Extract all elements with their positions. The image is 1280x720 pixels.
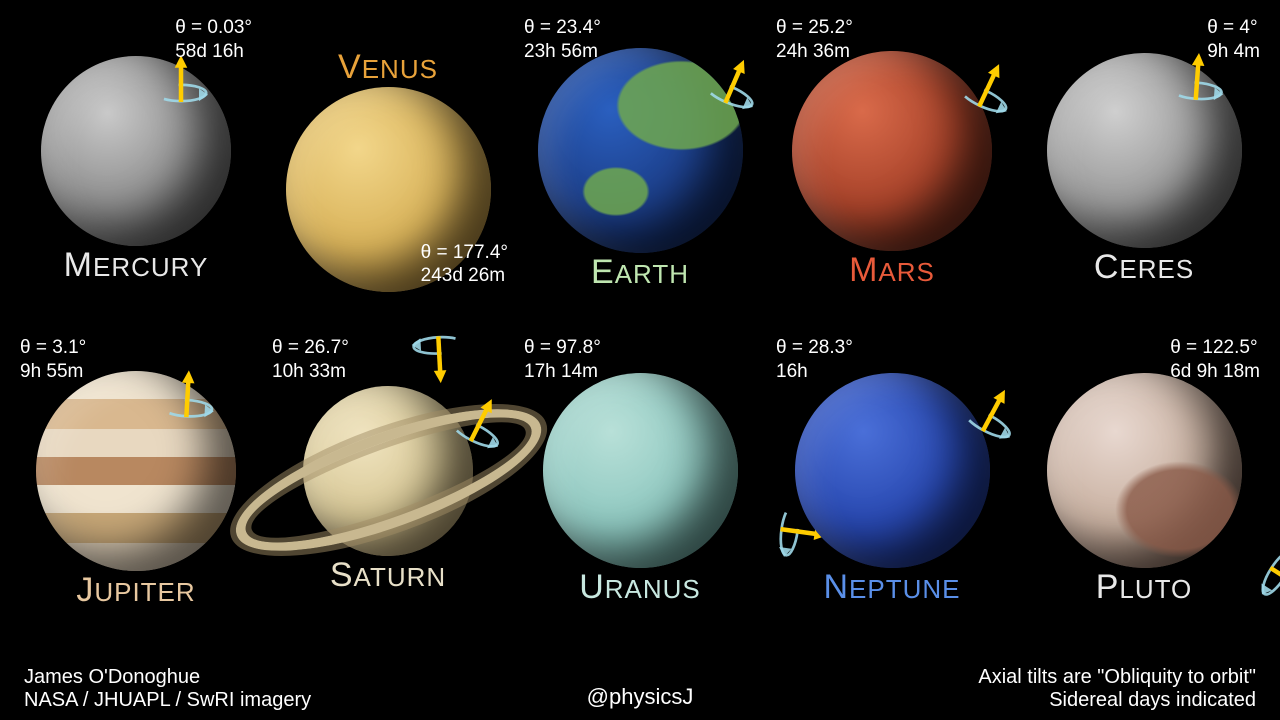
planet-disc-neptune — [795, 373, 990, 568]
cell-venus: VENUS θ = 177.4° 243d 26m — [262, 10, 514, 330]
period-text: 24h 36m — [776, 40, 853, 64]
theta-text: θ = 122.5° — [1170, 336, 1260, 360]
period-text: 243d 26m — [421, 264, 508, 288]
planet-stats-pluto: θ = 122.5° 6d 9h 18m — [1170, 336, 1260, 384]
period-text: 23h 56m — [524, 40, 601, 64]
period-text: 10h 33m — [272, 360, 349, 384]
cell-jupiter: JUPITER θ = 3.1° 9h 55m — [10, 330, 262, 650]
planet-stats-mercury: θ = 0.03° 58d 16h — [175, 16, 252, 64]
cell-uranus: URANUS θ = 97.8° 17h 14m — [514, 330, 766, 650]
planet-stats-neptune: θ = 28.3° 16h — [776, 336, 853, 384]
theta-text: θ = 97.8° — [524, 336, 601, 360]
planet-disc-mars — [792, 51, 992, 251]
credit-author: James O'Donoghue — [24, 666, 311, 689]
period-text: 6d 9h 18m — [1170, 360, 1260, 384]
planet-stats-saturn: θ = 26.7° 10h 33m — [272, 336, 349, 384]
cell-pluto: PLUTO θ = 122.5° 6d 9h 18m — [1018, 330, 1270, 650]
planet-label-neptune: NEPTUNE — [823, 568, 960, 607]
planet-label-pluto: PLUTO — [1096, 568, 1193, 607]
theta-text: θ = 0.03° — [175, 16, 252, 40]
planet-stats-uranus: θ = 97.8° 17h 14m — [524, 336, 601, 384]
period-text: 58d 16h — [175, 40, 252, 64]
credit-imagery: NASA / JHUAPL / SwRI imagery — [24, 689, 311, 712]
cell-mercury: MERCURY θ = 0.03° 58d 16h — [10, 10, 262, 330]
planet-stats-venus: θ = 177.4° 243d 26m — [421, 241, 508, 289]
planet-disc-saturn — [303, 386, 473, 556]
credit-handle: @physicsJ — [587, 684, 694, 710]
theta-text: θ = 26.7° — [272, 336, 349, 360]
theta-text: θ = 28.3° — [776, 336, 853, 360]
credit-left: James O'Donoghue NASA / JHUAPL / SwRI im… — [24, 666, 311, 712]
cell-saturn: SATURN θ = 26.7° 10h 33m — [262, 330, 514, 650]
planet-label-mercury: MERCURY — [64, 246, 209, 285]
cell-ceres: CERES θ = 4° 9h 4m — [1018, 10, 1270, 330]
credit-right: Axial tilts are "Obliquity to orbit" Sid… — [978, 666, 1256, 712]
planet-label-uranus: URANUS — [579, 568, 701, 607]
theta-text: θ = 4° — [1207, 16, 1260, 40]
planet-label-mars: MARS — [849, 251, 935, 290]
planet-label-jupiter: JUPITER — [76, 571, 195, 610]
planet-stats-mars: θ = 25.2° 24h 36m — [776, 16, 853, 64]
cell-neptune: NEPTUNE θ = 28.3° 16h — [766, 330, 1018, 650]
cell-earth: EARTH θ = 23.4° 23h 56m — [514, 10, 766, 330]
planet-stats-earth: θ = 23.4° 23h 56m — [524, 16, 601, 64]
theta-text: θ = 25.2° — [776, 16, 853, 40]
planet-disc-pluto — [1047, 373, 1242, 568]
planet-disc-earth — [538, 48, 743, 253]
planet-grid: MERCURY θ = 0.03° 58d 16h VENUS θ = 177.… — [0, 0, 1280, 650]
planet-label-ceres: CERES — [1094, 248, 1194, 287]
planet-disc-uranus — [543, 373, 738, 568]
theta-text: θ = 3.1° — [20, 336, 86, 360]
period-text: 9h 4m — [1207, 40, 1260, 64]
note-obliquity: Axial tilts are "Obliquity to orbit" — [978, 666, 1256, 689]
period-text: 17h 14m — [524, 360, 601, 384]
theta-text: θ = 23.4° — [524, 16, 601, 40]
planet-disc-ceres — [1047, 53, 1242, 248]
planet-stats-ceres: θ = 4° 9h 4m — [1207, 16, 1260, 64]
planet-label-earth: EARTH — [591, 253, 689, 292]
period-text: 16h — [776, 360, 853, 384]
planet-label-saturn: SATURN — [330, 556, 446, 595]
note-sidereal: Sidereal days indicated — [978, 689, 1256, 712]
planet-disc-mercury — [41, 56, 231, 246]
planet-stats-jupiter: θ = 3.1° 9h 55m — [20, 336, 86, 384]
planet-label-venus: VENUS — [338, 48, 438, 87]
planet-disc-jupiter — [36, 371, 236, 571]
footer: James O'Donoghue NASA / JHUAPL / SwRI im… — [0, 666, 1280, 712]
period-text: 9h 55m — [20, 360, 86, 384]
cell-mars: MARS θ = 25.2° 24h 36m — [766, 10, 1018, 330]
theta-text: θ = 177.4° — [421, 241, 508, 265]
